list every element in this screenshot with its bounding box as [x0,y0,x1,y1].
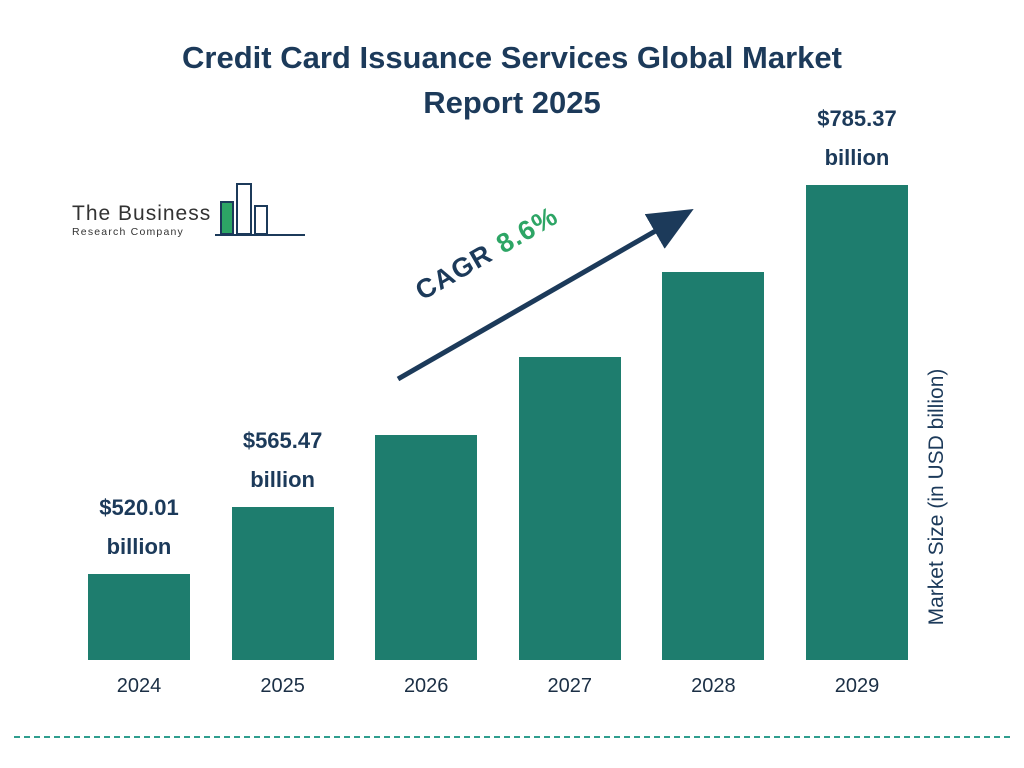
x-axis-label-2025: 2025 [260,675,305,697]
bar-column-2028: 2028 [662,100,765,700]
bar-chart: $520.01 billion 2024 $565.47 billion 2025 2026… [88,100,908,700]
logo-bars-icon [215,183,306,236]
bottom-dashed-line [14,736,1010,738]
page-title-line2: Report 2025 [423,84,601,120]
page-title-line1: Credit Card Issuance Services Global Mar… [182,40,842,75]
y-axis-label: Market Size (in USD billion) [925,368,948,626]
bar-column-2029: $785.37 billion 2029 [805,100,908,700]
logo-subtitle: Research Company [72,226,184,238]
x-axis-label-2029: 2029 [834,675,880,697]
value-label-2024: $520.01 billion [99,495,179,559]
cagr-arrow [396,209,694,382]
x-axis-label-2024: 2024 [116,675,162,697]
bar-2028 [662,272,765,660]
bar-2026 [375,435,478,660]
logo-text: The Business Research Company [72,202,211,242]
bar-column-2024: $520.01 billion 2024 [88,100,190,700]
bar-column-2025: $565.47 billion 2025 [231,100,334,700]
value-label-2025: $565.47 billion [242,428,323,492]
bar-2029 [805,185,908,661]
company-logo: The Business Research Company [72,178,307,242]
x-axis-label-2026: 2026 [403,675,449,697]
bar-2025 [231,507,334,660]
x-axis-label-2028: 2028 [691,675,736,697]
bar-column-2026: 2026 [375,100,478,700]
bars-container: $520.01 billion 2024 $565.47 billion 2025 2026… [88,100,908,700]
bar-2024 [88,574,190,660]
value-label-2029: $785.37 billion [817,106,897,170]
page-title: Credit Card Issuance Services Global Mar… [0,36,1024,126]
bar-2027 [518,357,621,660]
x-axis-label-2027: 2027 [547,675,593,697]
logo-name: The Business [72,202,212,225]
bar-column-2027: 2027 [518,100,621,700]
